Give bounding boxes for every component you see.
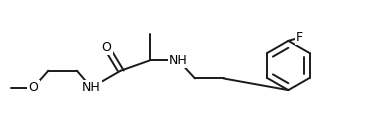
Text: F: F xyxy=(296,31,303,44)
Text: O: O xyxy=(102,41,112,54)
Text: O: O xyxy=(28,81,38,94)
Text: NH: NH xyxy=(169,54,188,67)
Text: NH: NH xyxy=(82,81,101,94)
